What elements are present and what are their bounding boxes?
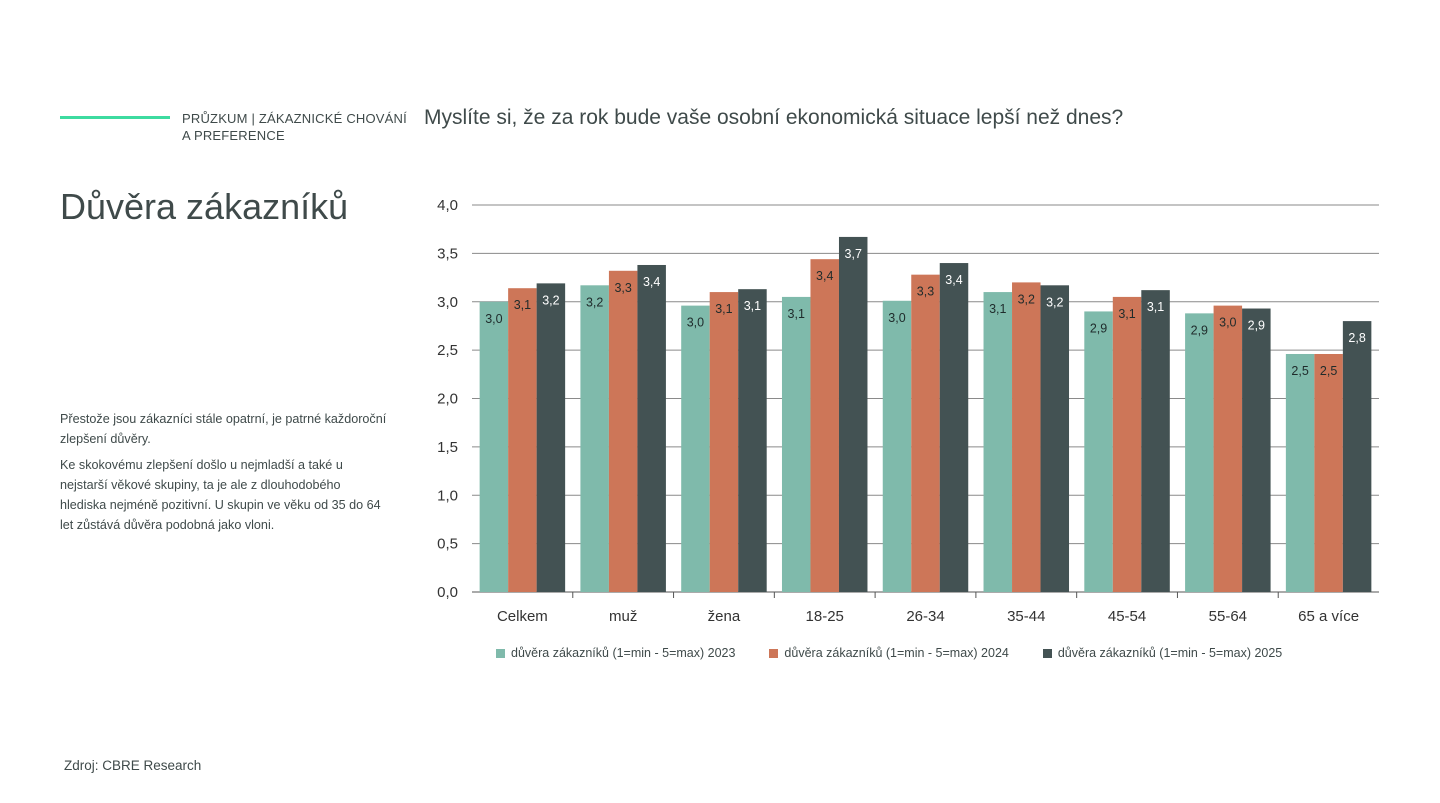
- bar: [1342, 321, 1372, 592]
- bar-value-label: 3,1: [514, 298, 531, 312]
- bar-value-label: 3,7: [845, 247, 862, 261]
- bar: [911, 274, 940, 592]
- bar: [882, 300, 912, 592]
- bar: [1141, 290, 1170, 592]
- bar-value-label: 3,4: [816, 269, 833, 283]
- x-category-label: 26-34: [906, 608, 944, 625]
- bar-value-label: 3,1: [1147, 300, 1164, 314]
- bar: [1314, 353, 1343, 592]
- bar: [1112, 296, 1142, 592]
- legend-swatch-2023: [496, 648, 505, 658]
- x-category-label: Celkem: [497, 608, 548, 625]
- legend-item-2025: důvěra zákazníků (1=min - 5=max) 2025: [1042, 646, 1283, 660]
- section-label-line1: PRŮZKUM | ZÁKAZNICKÉ CHOVÁNÍ: [182, 111, 407, 126]
- bar: [508, 288, 537, 592]
- y-tick-label: 3,0: [437, 294, 458, 311]
- bar: [1285, 353, 1315, 592]
- y-tick-label: 1,0: [437, 487, 458, 504]
- bar-value-label: 3,2: [1046, 295, 1063, 309]
- bar: [1242, 308, 1271, 592]
- y-tick-label: 0,5: [437, 536, 458, 553]
- bar-value-label: 3,3: [614, 281, 631, 295]
- bar: [681, 305, 710, 592]
- bar-value-label: 3,0: [1219, 316, 1236, 330]
- bar: [810, 259, 839, 592]
- bar: [781, 296, 811, 592]
- legend-item-2024: důvěra zákazníků (1=min - 5=max) 2024: [769, 646, 1009, 660]
- notes: Přestože jsou zákazníci stále opatrní, j…: [60, 409, 390, 541]
- bar-value-label: 3,0: [485, 312, 502, 326]
- survey-question: Myslíte si, že za rok bude vaše osobní e…: [424, 106, 1124, 129]
- y-tick-label: 2,0: [437, 391, 458, 408]
- bar-value-label: 3,1: [715, 302, 732, 316]
- y-tick-label: 1,5: [437, 439, 458, 456]
- bar-value-label: 2,8: [1348, 331, 1365, 345]
- bar-value-label: 3,1: [788, 307, 805, 321]
- bar: [939, 263, 969, 592]
- bar-value-label: 3,1: [1118, 307, 1135, 321]
- bar-value-label: 3,1: [989, 302, 1006, 316]
- bar-value-label: 2,5: [1291, 364, 1308, 378]
- bar: [637, 264, 666, 592]
- source-note: Zdroj: CBRE Research: [64, 758, 202, 773]
- chart-legend: důvěra zákazníků (1=min - 5=max) 2023 dů…: [496, 646, 1282, 660]
- x-category-label: 65 a více: [1298, 608, 1359, 625]
- page-title: Důvěra zákazníků: [60, 186, 349, 227]
- y-tick-label: 2,5: [437, 342, 458, 359]
- bar: [479, 301, 509, 592]
- legend-swatch-2024: [769, 648, 779, 658]
- bar-value-label: 2,5: [1320, 364, 1337, 378]
- bar: [983, 292, 1013, 592]
- section-label: PRŮZKUM | ZÁKAZNICKÉ CHOVÁNÍ A PREFERENC…: [182, 110, 422, 144]
- bar-value-label: 2,9: [1090, 321, 1107, 335]
- bar: [838, 236, 868, 593]
- bar-value-label: 3,2: [542, 293, 559, 307]
- bar: [709, 292, 739, 592]
- section-label-line2: A PREFERENCE: [182, 128, 285, 143]
- legend-label-2023: důvěra zákazníků (1=min - 5=max) 2023: [511, 646, 736, 660]
- bar-value-label: 3,3: [917, 285, 934, 299]
- bar: [1213, 305, 1243, 592]
- bar: [1012, 282, 1041, 592]
- x-category-label: muž: [609, 608, 637, 625]
- bar: [536, 283, 566, 592]
- x-category-label: 18-25: [806, 608, 844, 625]
- notes-paragraph-1: Přestože jsou zákazníci stále opatrní, j…: [60, 412, 387, 446]
- x-category-label: 35-44: [1007, 608, 1045, 625]
- bar: [580, 285, 609, 592]
- x-category-label: žena: [708, 608, 741, 625]
- legend-label-2025: důvěra zákazníků (1=min - 5=max) 2025: [1057, 646, 1283, 660]
- bar: [738, 289, 767, 592]
- bar-value-label: 2,9: [1191, 323, 1208, 337]
- bar-value-label: 3,2: [1018, 292, 1035, 306]
- bar-value-label: 3,1: [744, 299, 761, 313]
- bar: [1185, 313, 1214, 592]
- notes-paragraph-2: Ke skokovému zlepšení došlo u nejmladší …: [60, 458, 381, 532]
- y-tick-label: 0,0: [437, 584, 458, 601]
- x-category-label: 55-64: [1209, 608, 1247, 625]
- legend-item-2023: důvěra zákazníků (1=min - 5=max) 2023: [496, 646, 735, 660]
- bar-value-label: 3,0: [687, 316, 704, 330]
- bar: [1040, 285, 1070, 592]
- accent-line: [60, 116, 170, 119]
- legend-swatch-2025: [1042, 648, 1052, 658]
- bar-value-label: 3,4: [643, 275, 660, 289]
- bar-chart: 0,0 0,5 1,0 1,5 2,0 2,5 3,0 3,5 4,0 3,0 3,1 3,2 Celk…: [437, 197, 1379, 625]
- bar-value-label: 2,9: [1248, 319, 1265, 333]
- y-tick-label: 4,0: [437, 197, 458, 214]
- y-tick-label: 3,5: [437, 245, 458, 262]
- x-category-label: 45-54: [1108, 608, 1146, 625]
- bar-value-label: 3,0: [888, 311, 905, 325]
- bar-value-label: 3,2: [586, 295, 603, 309]
- bar: [1084, 311, 1113, 592]
- bar-value-label: 3,4: [945, 273, 962, 287]
- legend-label-2024: důvěra zákazníků (1=min - 5=max) 2024: [784, 646, 1009, 660]
- bar: [608, 270, 638, 592]
